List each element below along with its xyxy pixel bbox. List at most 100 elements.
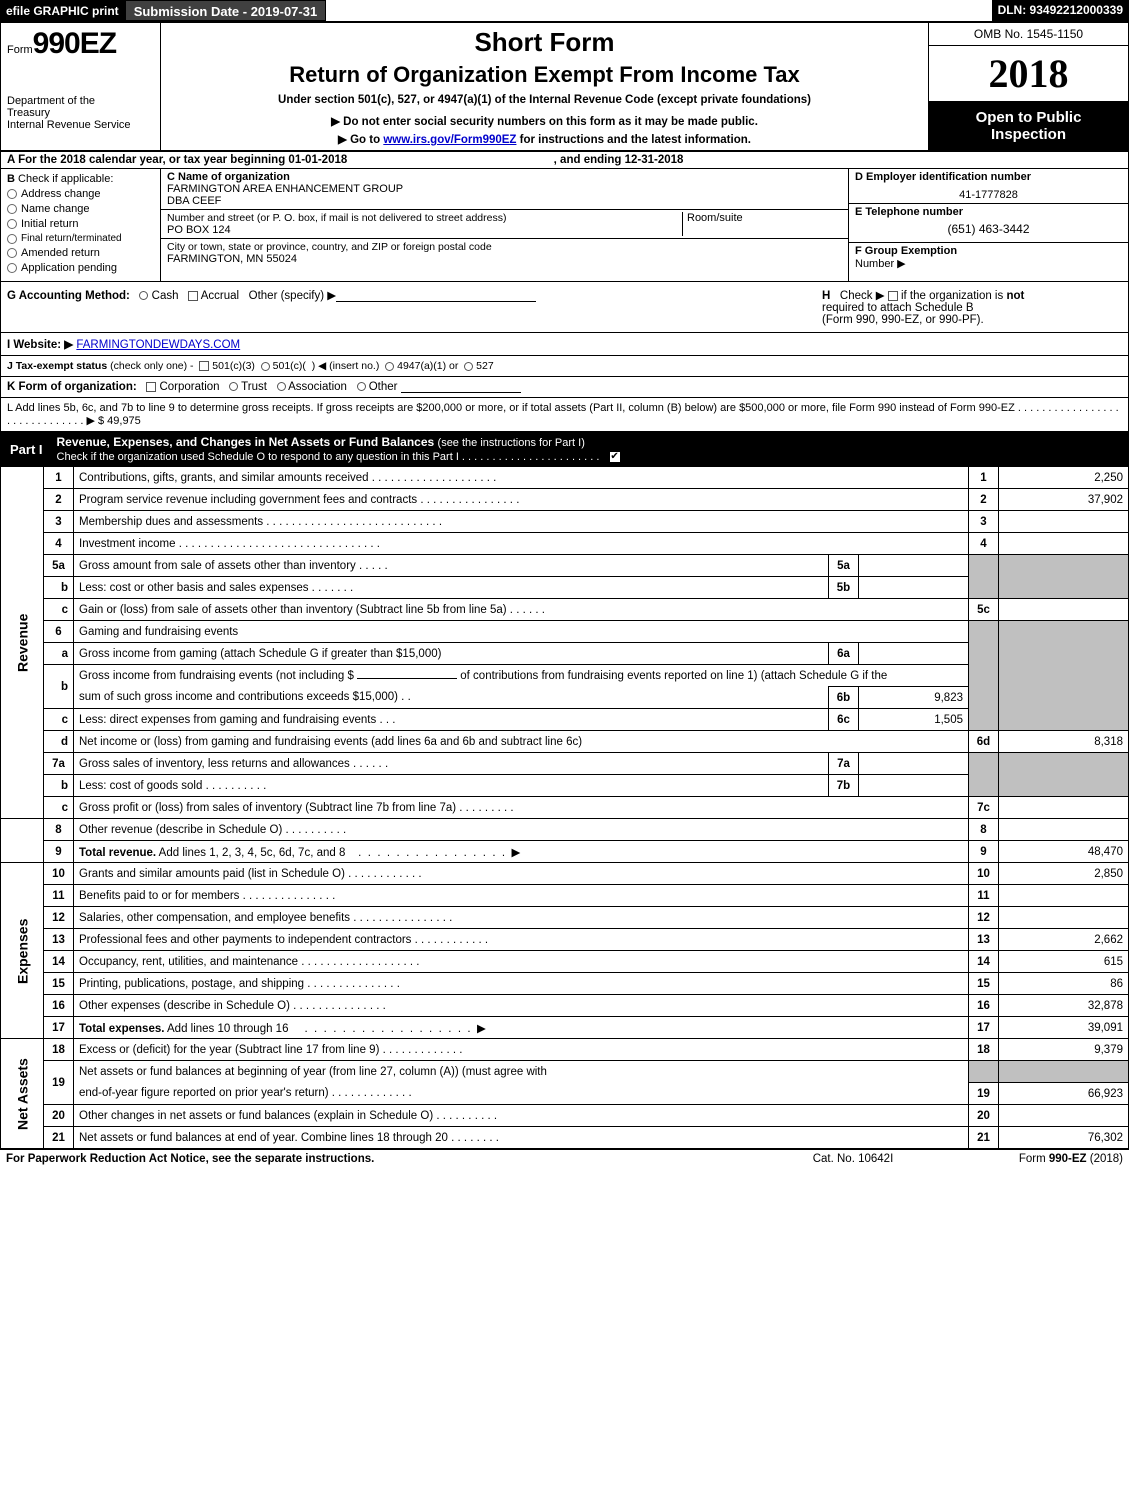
line-6c-mid-num: 6c [829, 709, 859, 731]
po-box: PO BOX 124 [167, 224, 682, 236]
other-specify-input[interactable] [336, 290, 536, 302]
line-6a-mid-num: 6a [829, 643, 859, 665]
h-check-block: H Check ▶ if the organization is not req… [822, 288, 1122, 326]
org-dba: DBA CEEF [167, 195, 842, 207]
line-19-num: 19 [44, 1061, 74, 1105]
line-20-desc: Other changes in net assets or fund bala… [74, 1105, 969, 1127]
line-16-desc: Other expenses (describe in Schedule O) … [74, 995, 969, 1017]
h-label: H [822, 290, 830, 302]
line-3-box: 3 [969, 511, 999, 533]
line-6a-num: a [44, 643, 74, 665]
line-9-val: 48,470 [999, 841, 1129, 863]
shaded-7 [969, 753, 999, 797]
line-5a-desc: Gross amount from sale of assets other t… [74, 555, 829, 577]
shaded-6 [969, 621, 999, 731]
line-18-desc: Excess or (deficit) for the year (Subtra… [74, 1039, 969, 1061]
line-14-val: 615 [999, 951, 1129, 973]
line-6b-mid-val: 9,823 [859, 687, 969, 709]
ein-label: D Employer identification number [855, 171, 1122, 183]
accrual-check[interactable] [188, 291, 198, 301]
line-20-val [999, 1105, 1129, 1127]
efile-print-button[interactable]: efile GRAPHIC print [0, 0, 125, 21]
line-2-desc: Program service revenue including govern… [74, 489, 969, 511]
line-6b-mid: of contributions from fundraising events… [457, 670, 887, 682]
omb-number: OMB No. 1545-1150 [929, 23, 1128, 46]
line-6-desc: Gaming and fundraising events [74, 621, 969, 643]
final-return-radio[interactable] [7, 234, 17, 244]
line-6a-desc: Gross income from gaming (attach Schedul… [74, 643, 829, 665]
netassets-side-label: Net Assets [1, 1039, 44, 1149]
application-pending-radio[interactable] [7, 263, 17, 273]
line-6b-pre: Gross income from fundraising events (no… [79, 670, 357, 682]
g-label: G Accounting Method: [7, 290, 130, 302]
4947-radio[interactable] [385, 362, 394, 371]
form-ref: Form 990-EZ (2018) [943, 1153, 1123, 1165]
line-11-box: 11 [969, 885, 999, 907]
schedule-b-check[interactable] [888, 291, 898, 301]
line-17-box: 17 [969, 1017, 999, 1039]
part-1-note: (see the instructions for Part I) [438, 437, 585, 449]
open-to-public: Open to Public Inspection [929, 102, 1128, 150]
line-2-num: 2 [44, 489, 74, 511]
527-radio[interactable] [464, 362, 473, 371]
dept-line1: Department of the [7, 95, 154, 107]
line-13-val: 2,662 [999, 929, 1129, 951]
ssn-notice: ▶ Do not enter social security numbers o… [171, 114, 918, 128]
period-prefix: A For the 2018 calendar year, or tax yea… [7, 154, 347, 166]
line-21-num: 21 [44, 1127, 74, 1149]
schedule-o-check-text: Check if the organization used Schedule … [57, 451, 600, 463]
line-6b-desc-1: Gross income from fundraising events (no… [74, 665, 969, 687]
other-org-input[interactable] [401, 381, 521, 393]
association-radio[interactable] [277, 382, 286, 391]
line-19-box: 19 [969, 1083, 999, 1105]
line-7a-mid-val [859, 753, 969, 775]
line-9-desc: Total revenue. Add lines 1, 2, 3, 4, 5c,… [74, 841, 969, 863]
part-1-title: Revenue, Expenses, and Changes in Net As… [57, 435, 438, 449]
website-link[interactable]: FARMINGTONDEWDAYS.COM [76, 339, 240, 351]
line-6d-box: 6d [969, 731, 999, 753]
line-4-desc: Investment income . . . . . . . . . . . … [74, 533, 969, 555]
amended-return-radio[interactable] [7, 248, 17, 258]
line-21-val: 76,302 [999, 1127, 1129, 1149]
h-text2: if the organization is [901, 290, 1006, 302]
c-label: C Name of organization [167, 171, 290, 183]
line-5a-mid-val [859, 555, 969, 577]
line-9-box: 9 [969, 841, 999, 863]
other-org-radio[interactable] [357, 382, 366, 391]
accounting-method-row: G Accounting Method: Cash Accrual Other … [1, 281, 1128, 332]
line-16-box: 16 [969, 995, 999, 1017]
line-2-box: 2 [969, 489, 999, 511]
line-15-desc: Printing, publications, postage, and shi… [74, 973, 969, 995]
fundraising-amount-input[interactable] [357, 678, 457, 679]
part-1-table: Revenue 1 Contributions, gifts, grants, … [0, 466, 1129, 1149]
line-5b-num: b [44, 577, 74, 599]
revenue-side-label: Revenue [1, 467, 44, 819]
name-change-radio[interactable] [7, 204, 17, 214]
tax-exempt-status-row: J Tax-exempt status (check only one) - 5… [1, 355, 1128, 376]
trust-radio[interactable] [229, 382, 238, 391]
line-10-val: 2,850 [999, 863, 1129, 885]
corporation-check[interactable] [146, 382, 156, 392]
line-20-box: 20 [969, 1105, 999, 1127]
line-15-val: 86 [999, 973, 1129, 995]
line-18-box: 18 [969, 1039, 999, 1061]
ein-phone-block: D Employer identification number 41-1777… [848, 169, 1128, 281]
cash-radio[interactable] [139, 291, 148, 300]
tax-year: 2018 [929, 46, 1128, 102]
line-7b-desc: Less: cost of goods sold . . . . . . . .… [74, 775, 829, 797]
line-6c-desc: Less: direct expenses from gaming and fu… [74, 709, 829, 731]
period-suffix: , and ending 12-31-2018 [554, 154, 684, 166]
address-change-radio[interactable] [7, 189, 17, 199]
shaded-5b [999, 555, 1129, 599]
city-label: City or town, state or province, country… [167, 241, 842, 253]
501c-radio[interactable] [261, 362, 270, 371]
org-address-block: C Name of organization FARMINGTON AREA E… [161, 169, 848, 281]
501c3-check[interactable] [199, 361, 209, 371]
line-5a-num: 5a [44, 555, 74, 577]
schedule-o-checkbox[interactable] [609, 451, 621, 463]
line-18-num: 18 [44, 1039, 74, 1061]
initial-return-radio[interactable] [7, 219, 17, 229]
irs-link[interactable]: www.irs.gov/Form990EZ [383, 134, 516, 146]
shaded-6b [999, 621, 1129, 731]
line-12-desc: Salaries, other compensation, and employ… [74, 907, 969, 929]
